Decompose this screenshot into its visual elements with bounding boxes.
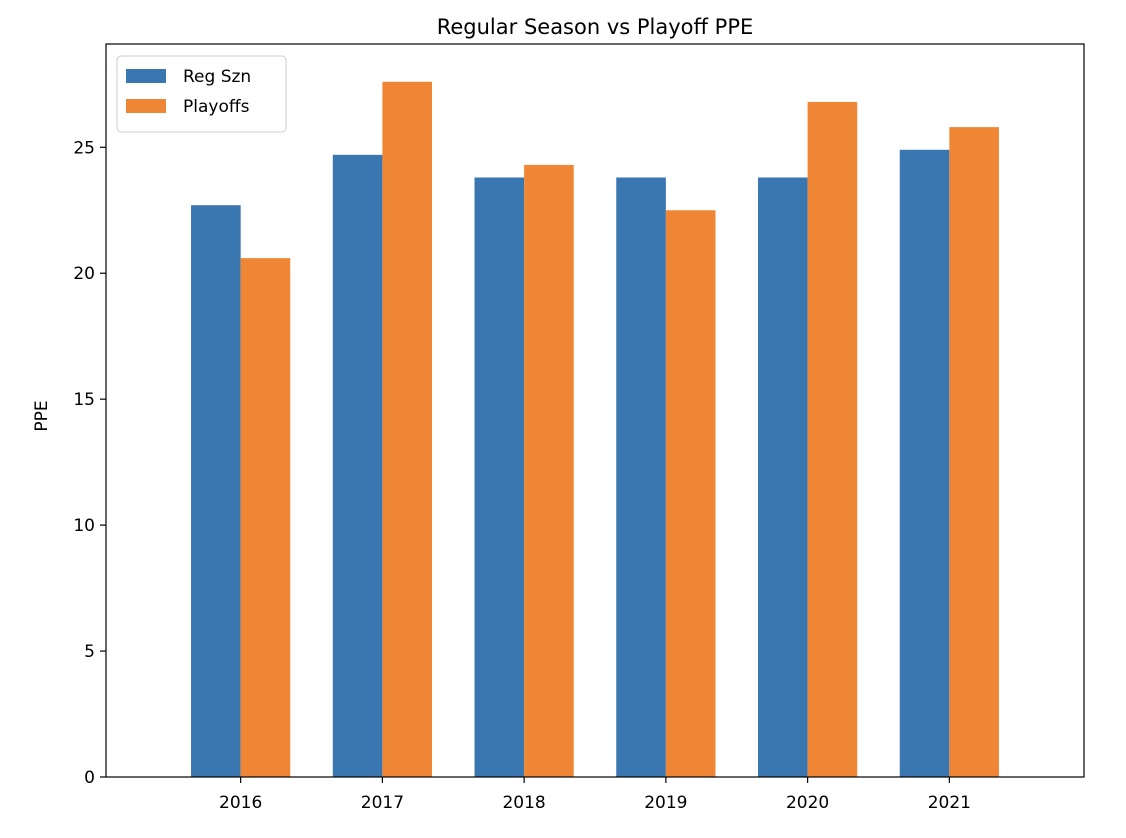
bar-playoffs-2020 <box>807 101 858 778</box>
bar-playoffs-2021 <box>949 127 999 778</box>
x-tick-label: 2016 <box>219 793 262 813</box>
legend-label-reg-szn: Reg Szn <box>183 67 251 87</box>
x-tick-label: 2020 <box>786 793 829 813</box>
bar-reg-szn-2020 <box>758 177 808 777</box>
bar-playoffs-2017 <box>382 81 432 777</box>
x-tick-label: 2021 <box>928 793 971 813</box>
y-tick-label: 20 <box>73 264 95 284</box>
legend-swatch-playoffs <box>126 99 166 113</box>
legend-swatch-reg-szn <box>126 69 166 83</box>
bar-playoffs-2018 <box>524 164 574 777</box>
y-axis-label: PPE <box>32 400 52 431</box>
bar-reg-szn-2019 <box>616 177 666 777</box>
bar-playoffs-2019 <box>665 210 716 777</box>
bar-playoffs-2016 <box>240 258 291 777</box>
x-tick-label: 2017 <box>361 793 404 813</box>
bars-group <box>191 81 999 778</box>
bar-reg-szn-2017 <box>332 154 383 777</box>
x-tick-label: 2019 <box>644 793 687 813</box>
x-axis-ticks: 2016 2017 2018 2019 2020 2021 <box>219 777 971 813</box>
y-tick-label: 5 <box>84 642 95 662</box>
y-axis-ticks: 0 5 10 15 20 25 <box>73 138 106 788</box>
bar-reg-szn-2018 <box>474 177 525 777</box>
bar-reg-szn-2021 <box>899 149 950 778</box>
legend: Reg Szn Playoffs <box>116 55 287 133</box>
y-tick-label: 15 <box>73 390 95 410</box>
plot-area-frame <box>105 43 1085 778</box>
y-tick-label: 10 <box>73 516 95 536</box>
x-tick-label: 2018 <box>502 793 545 813</box>
chart-title: Regular Season vs Playoff PPE <box>437 15 754 39</box>
bar-reg-szn-2016 <box>191 205 241 777</box>
legend-label-playoffs: Playoffs <box>183 97 250 117</box>
y-tick-label: 0 <box>84 768 95 788</box>
y-tick-label: 25 <box>73 138 95 158</box>
